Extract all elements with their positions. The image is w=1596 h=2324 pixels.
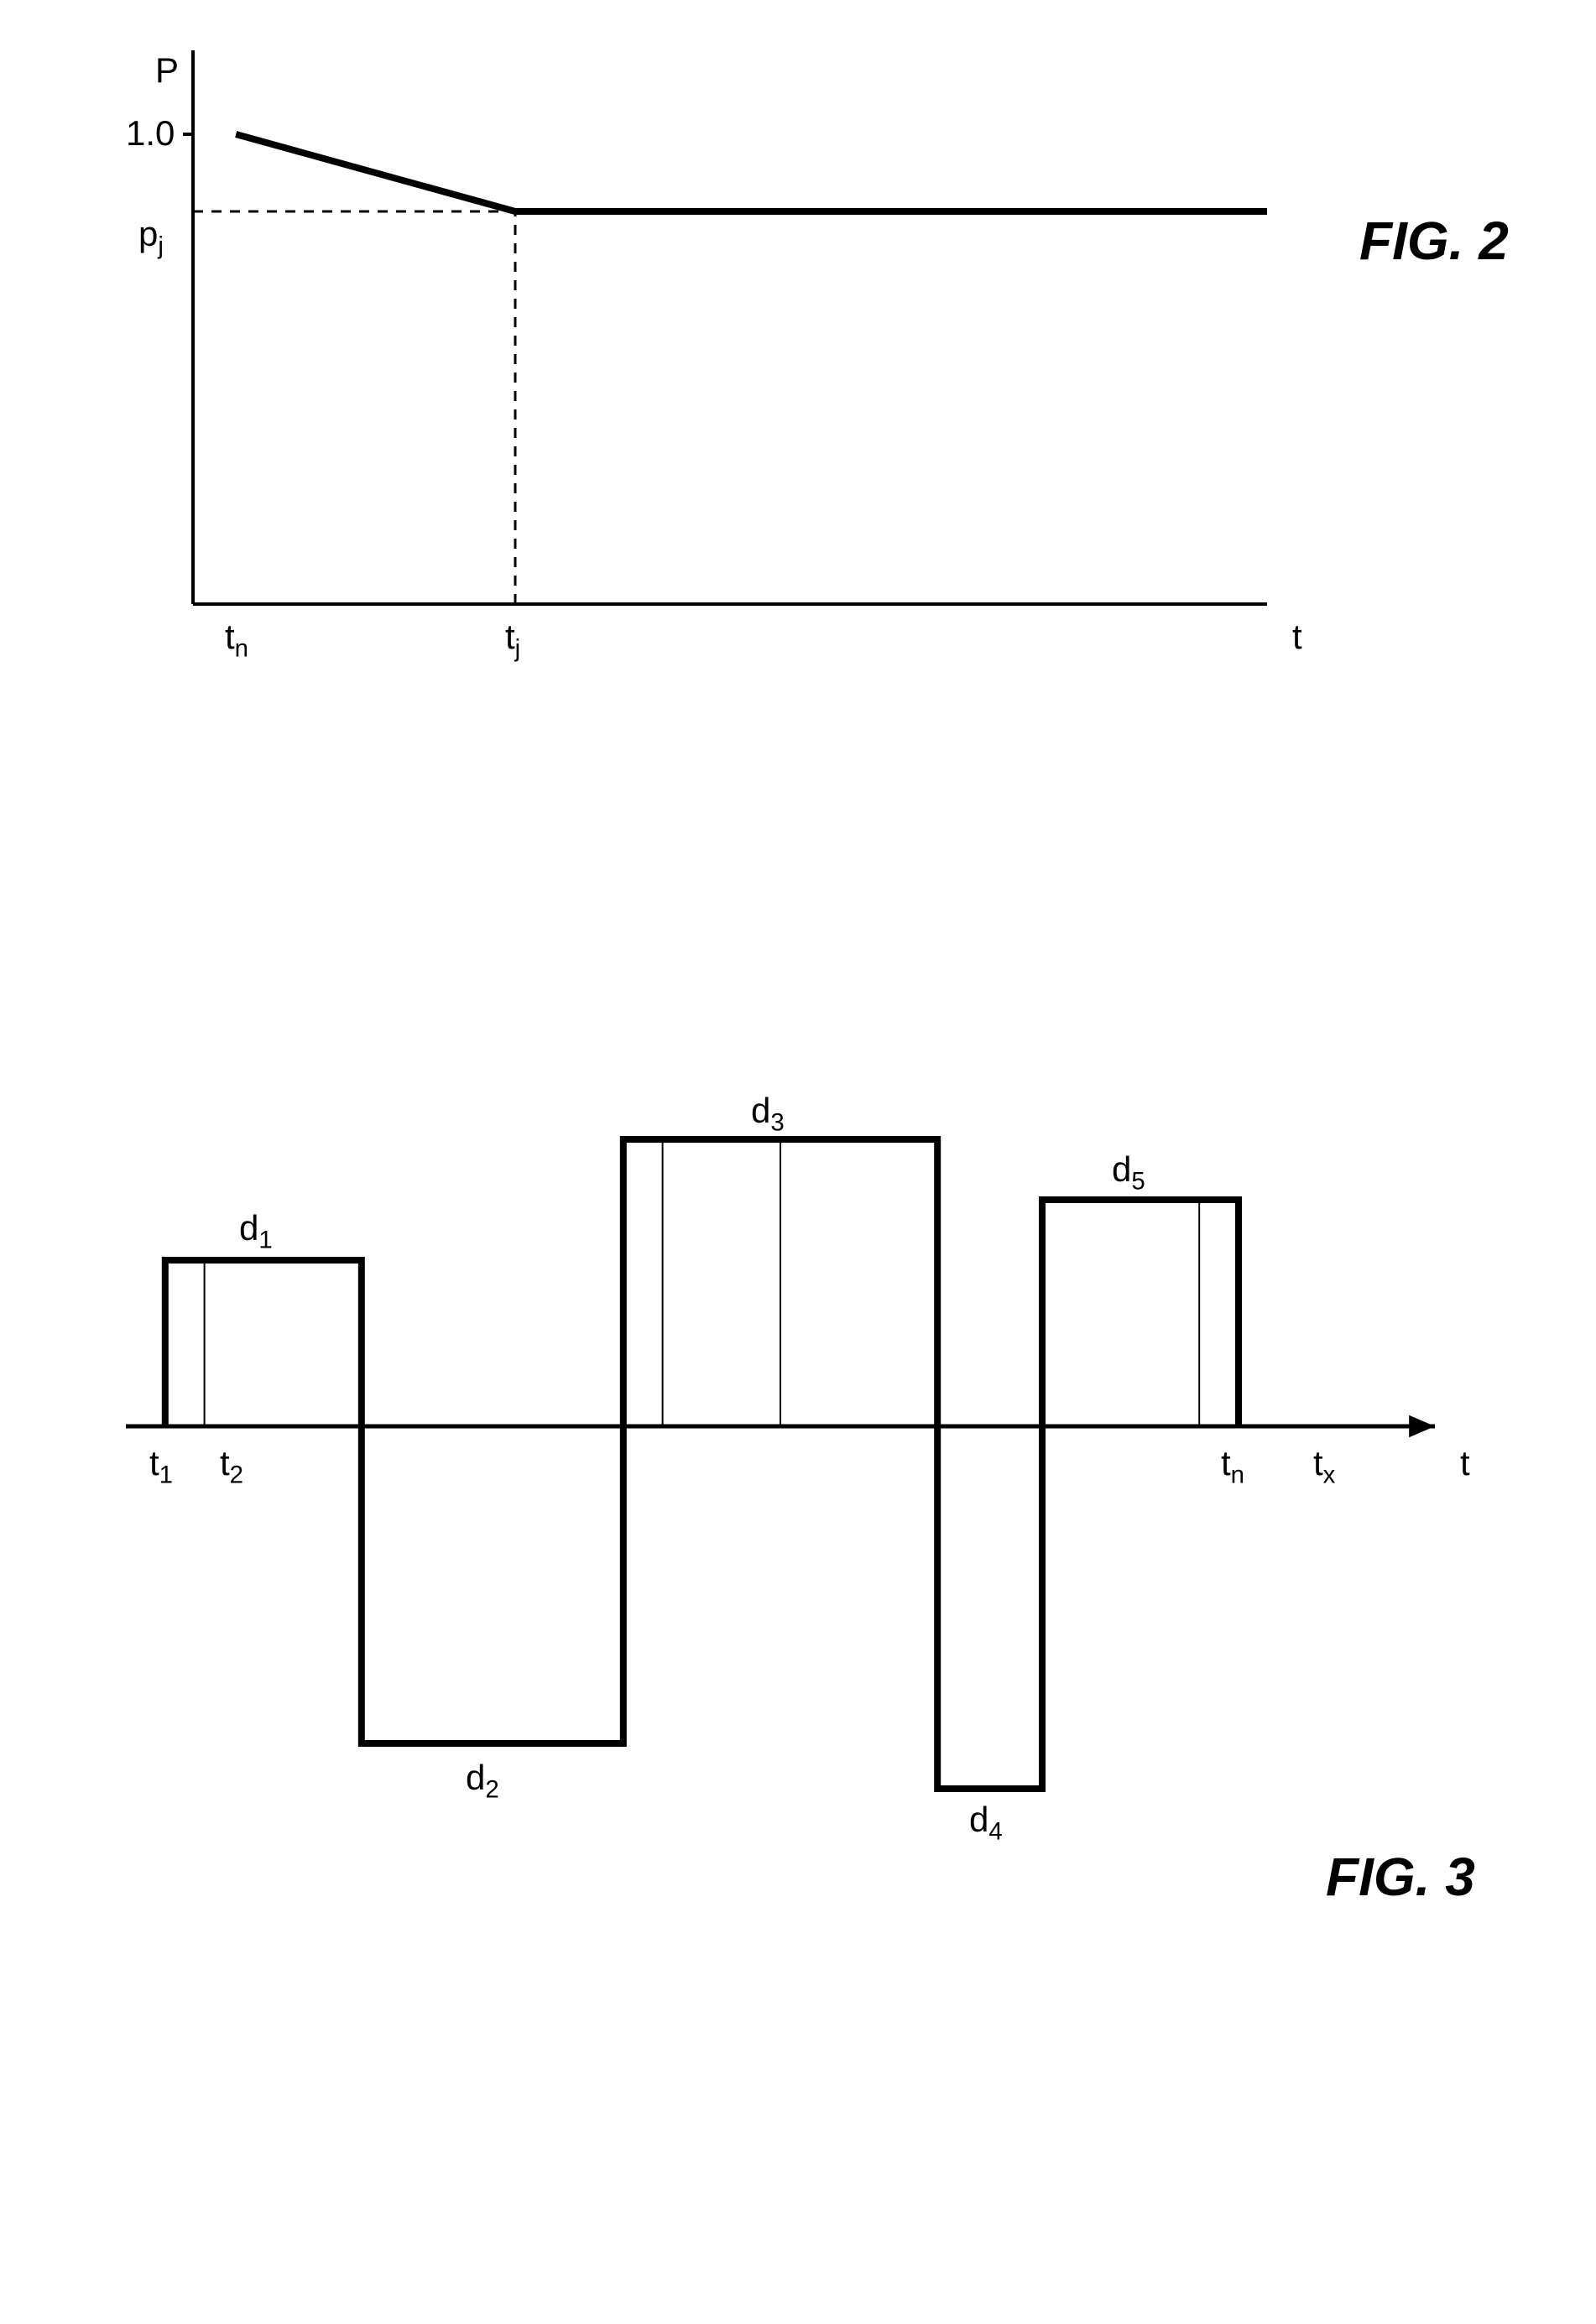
fig3-plot [0, 0, 1596, 2324]
fig3-d4-label: d4 [969, 1800, 1003, 1846]
figure-3: t1 t2 tn tx t d1 d2 d3 d4 d5 FIG. 3 [0, 0, 1596, 2324]
fig3-tick-t1: t1 [149, 1443, 173, 1489]
fig3-title: FIG. 3 [1326, 1846, 1475, 1908]
fig3-tick-t2: t2 [220, 1443, 243, 1489]
fig3-d2-label: d2 [466, 1758, 499, 1804]
fig3-tick-tx: tx [1313, 1443, 1335, 1489]
fig3-d3-label: d3 [751, 1091, 785, 1137]
fig3-x-axis-label: t [1460, 1443, 1470, 1483]
fig3-d1-label: d1 [239, 1208, 273, 1254]
fig3-tick-tn: tn [1221, 1443, 1244, 1489]
fig3-d5-label: d5 [1112, 1149, 1145, 1196]
